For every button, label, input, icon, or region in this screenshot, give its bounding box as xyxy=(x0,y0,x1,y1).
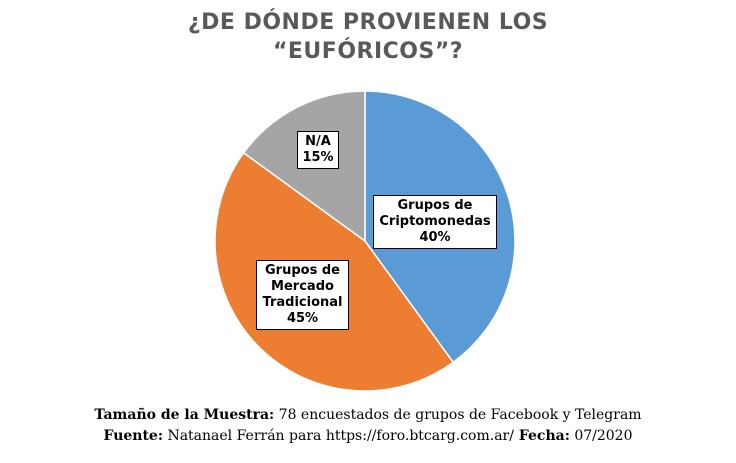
chart-title-line-2: “EUFÓRICOS”? xyxy=(272,39,464,64)
slice-label-mercado-line-1: Grupos de xyxy=(265,263,340,278)
footer-date-label: Fecha: xyxy=(513,428,570,444)
chart-title: ¿DE DÓNDE PROVIENEN LOS “EUFÓRICOS”? xyxy=(0,8,736,66)
slice-label-na-line-1: N/A xyxy=(305,134,331,149)
slice-label-criptomonedas-line-1: Grupos de xyxy=(397,198,473,213)
footer-sample-text: 78 encuestados de grupos de Facebook y T… xyxy=(274,407,642,423)
slice-label-criptomonedas-line-2: Criptomonedas xyxy=(379,214,491,229)
slice-label-mercado-line-2: Mercado xyxy=(271,279,334,294)
slice-label-mercado-line-3: Tradicional xyxy=(262,295,343,310)
slice-value-criptomonedas: 40% xyxy=(419,230,451,245)
footer-source-text: Natanael Ferrán para https://foro.btcarg… xyxy=(163,428,514,444)
slice-label-na: N/A 15% xyxy=(297,131,339,169)
footer-source-label: Fuente: xyxy=(103,428,164,444)
footer-source-line: Fuente: Natanael Ferrán para https://for… xyxy=(0,426,736,447)
slice-value-mercado-tradicional: 45% xyxy=(286,311,319,326)
pie-chart xyxy=(214,90,516,392)
footer-date-text: 07/2020 xyxy=(569,428,633,444)
slice-label-criptomonedas: Grupos de Criptomonedas 40% xyxy=(373,195,497,249)
footer-sample-label: Tamaño de la Muestra: xyxy=(94,407,275,423)
slice-label-mercado-tradicional: Grupos de Mercado Tradicional 45% xyxy=(256,260,349,330)
chart-title-line-1: ¿DE DÓNDE PROVIENEN LOS xyxy=(187,10,549,35)
slice-value-na: 15% xyxy=(302,150,334,165)
chart-footer: Tamaño de la Muestra: 78 encuestados de … xyxy=(0,405,736,447)
footer-sample-line: Tamaño de la Muestra: 78 encuestados de … xyxy=(0,405,736,426)
